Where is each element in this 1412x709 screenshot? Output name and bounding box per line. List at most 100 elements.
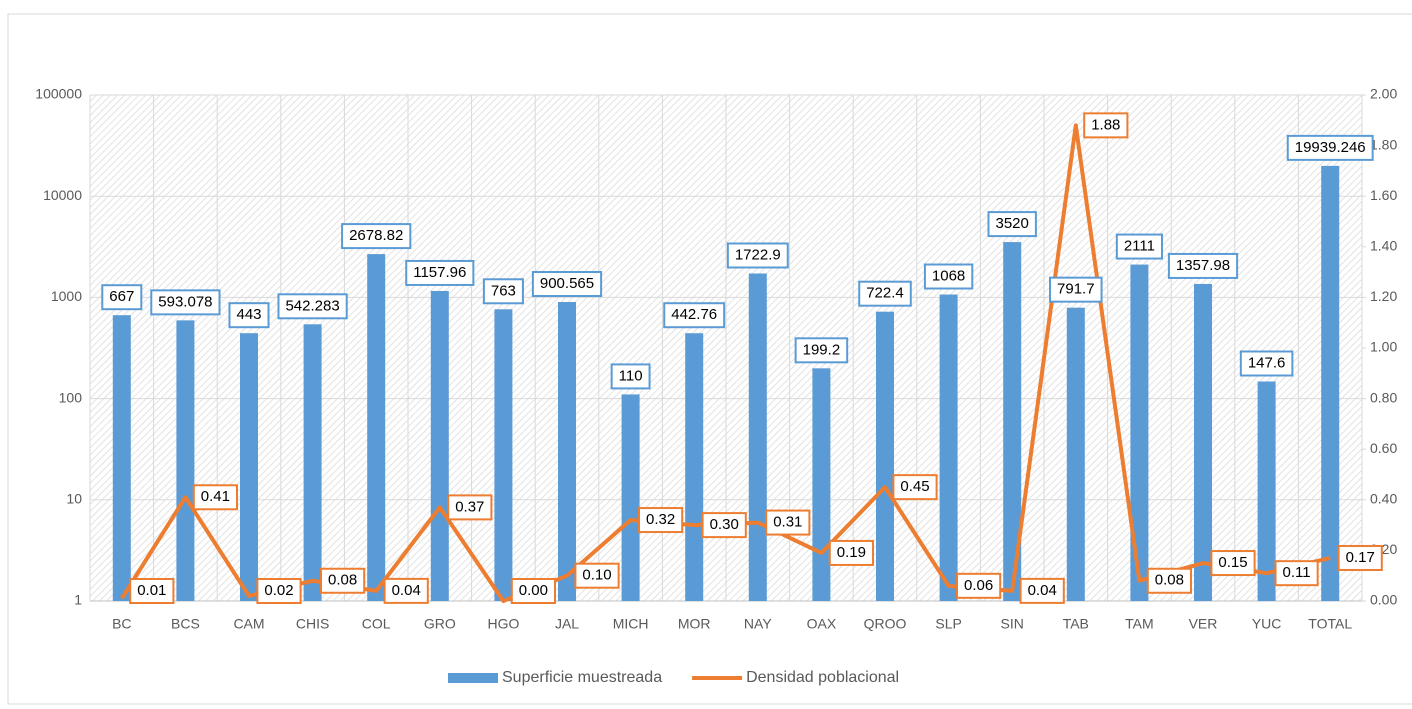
y2-tick-label: 1.60 — [1370, 187, 1397, 203]
y2-tick-label: 0.00 — [1370, 592, 1397, 608]
y-tick-label: 1000 — [51, 288, 82, 304]
data-label-box — [510, 578, 557, 604]
data-label-box — [1167, 252, 1239, 279]
bar — [1194, 283, 1212, 601]
x-tick-label: BCS — [171, 616, 200, 632]
bar — [303, 324, 322, 601]
data-label-box — [129, 578, 175, 604]
data-label-box — [150, 289, 221, 316]
data-label-box — [277, 293, 348, 320]
data-label-box — [341, 223, 412, 250]
x-tick-label: OAX — [807, 616, 837, 632]
y2-tick-label: 0.60 — [1370, 440, 1397, 456]
data-label-box — [1019, 577, 1065, 604]
data-label: 0.00 — [519, 582, 548, 599]
bar — [939, 294, 958, 601]
x-tick-label: BC — [112, 616, 131, 632]
data-label-box — [1049, 276, 1103, 303]
data-label: 1068 — [932, 267, 965, 284]
data-label: 791.7 — [1057, 281, 1095, 298]
data-label: 0.45 — [900, 478, 929, 495]
x-tick-label: MOR — [678, 616, 711, 632]
data-label: 722.4 — [866, 285, 904, 302]
x-tick-label: CHIS — [296, 616, 329, 632]
data-label-box — [228, 302, 270, 329]
data-label: 0.15 — [1218, 554, 1247, 571]
data-label-box — [405, 259, 475, 286]
x-tick-label: SLP — [935, 616, 961, 632]
data-label: 199.2 — [803, 341, 841, 358]
bar — [621, 394, 640, 601]
data-label: 0.41 — [201, 488, 230, 505]
data-label: 2111 — [1124, 238, 1155, 255]
data-label-box — [1083, 112, 1129, 139]
data-label: 542.283 — [285, 297, 339, 314]
legend-label: Densidad poblacional — [746, 669, 899, 686]
x-tick-label: SIN — [1001, 616, 1024, 632]
data-label: 442.76 — [671, 306, 717, 323]
data-label-box — [447, 494, 493, 521]
legend-swatch — [448, 673, 498, 683]
data-label-box — [192, 484, 239, 511]
bar — [558, 302, 576, 601]
data-label-box — [574, 562, 620, 589]
data-label: 3520 — [996, 215, 1029, 232]
data-label-box — [256, 578, 302, 604]
data-label-box — [663, 302, 726, 329]
bar — [176, 320, 195, 601]
data-label-box — [1115, 233, 1163, 260]
data-label: 1.88 — [1091, 116, 1120, 133]
data-label-box — [726, 242, 789, 269]
data-label: 0.17 — [1346, 549, 1375, 566]
data-label: 0.31 — [773, 514, 802, 531]
data-label-box — [383, 577, 429, 604]
bar — [430, 290, 449, 601]
x-tick-label: QROO — [864, 616, 907, 632]
data-label: 900.565 — [540, 275, 594, 292]
data-label: 1722.9 — [735, 246, 781, 263]
legend-label: Superficie muestreada — [502, 669, 662, 686]
y2-tick-label: 0.80 — [1370, 389, 1397, 405]
data-label-box — [1274, 560, 1319, 587]
y2-tick-label: 1.00 — [1370, 339, 1397, 355]
x-tick-label: YUC — [1252, 616, 1282, 632]
data-label-box — [858, 280, 912, 307]
data-label-box — [794, 337, 849, 364]
data-label: 2678.82 — [349, 227, 403, 244]
x-tick-label: CAM — [233, 616, 264, 632]
data-label-box — [765, 509, 811, 536]
x-tick-label: COL — [362, 616, 391, 632]
y-tick-label: 10 — [66, 491, 82, 507]
y-tick-label: 100000 — [35, 86, 82, 102]
y2-tick-label: 0.40 — [1370, 491, 1397, 507]
data-label-box — [610, 363, 651, 390]
x-tick-label: HGO — [487, 616, 519, 632]
bar — [1130, 264, 1149, 601]
data-label: 0.08 — [1155, 572, 1184, 589]
data-label: 0.11 — [1283, 564, 1311, 581]
bar — [494, 309, 513, 601]
data-label-box — [531, 271, 603, 298]
data-label-box — [1146, 567, 1193, 594]
data-label: 0.04 — [392, 582, 421, 599]
data-label-box — [892, 474, 938, 501]
data-label: 0.08 — [328, 572, 357, 589]
data-label-box — [1210, 550, 1256, 577]
data-label: 1357.98 — [1176, 257, 1230, 274]
data-label: 0.06 — [964, 577, 993, 594]
x-tick-label: MICH — [613, 616, 649, 632]
data-label-box — [1239, 350, 1294, 377]
bar — [367, 254, 386, 602]
data-label: 147.6 — [1248, 354, 1286, 371]
y2-tick-label: 1.20 — [1370, 288, 1397, 304]
data-label: 0.37 — [455, 498, 484, 515]
x-tick-label: TAB — [1063, 616, 1089, 632]
y2-tick-label: 2.00 — [1370, 86, 1397, 102]
bar — [685, 333, 704, 601]
x-tick-label: TOTAL — [1308, 616, 1352, 632]
bar — [1257, 381, 1276, 601]
y-tick-label: 1 — [74, 592, 82, 608]
data-label: 0.32 — [646, 511, 675, 528]
chart-border — [7, 13, 1412, 705]
